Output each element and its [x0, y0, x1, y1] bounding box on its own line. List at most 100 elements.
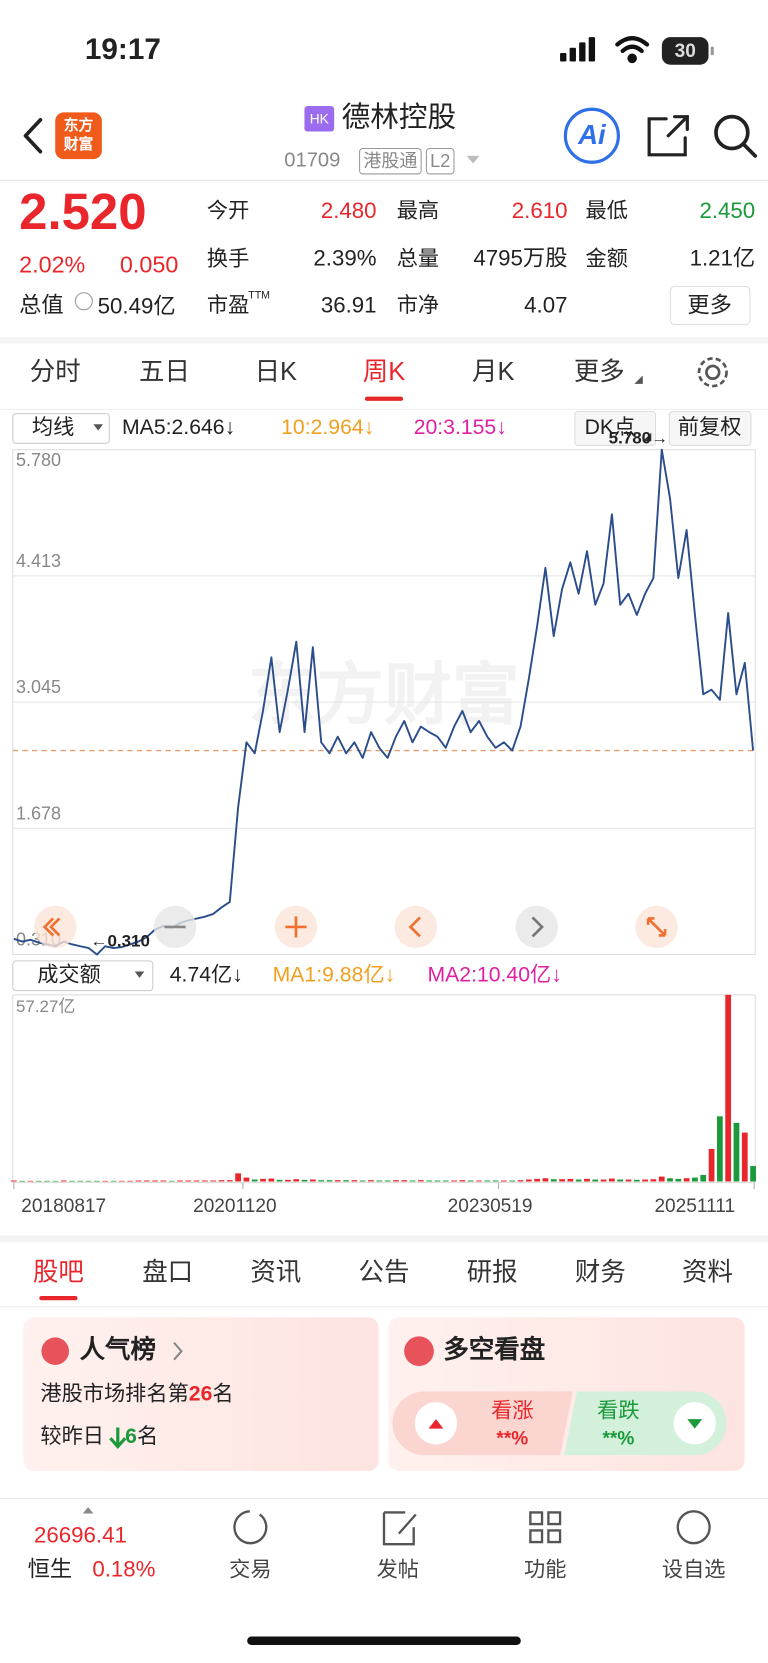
- volume-current: 4.74亿↓: [170, 962, 243, 986]
- icon: [646, 917, 667, 937]
- expand-arrow[interactable]: [82, 1507, 94, 1514]
- volume-bar: [575, 1179, 582, 1182]
- section-tab[interactable]: 资料: [682, 1258, 733, 1286]
- volume-bar: [476, 1180, 482, 1182]
- home-indicator: [247, 1636, 521, 1645]
- battery: [661, 37, 709, 65]
- volume-bar: [235, 1173, 241, 1182]
- nav-label[interactable]: 发帖: [377, 1557, 419, 1581]
- nav-label[interactable]: 功能: [524, 1557, 566, 1581]
- stat-value: 4.07: [524, 292, 567, 317]
- volume-bar: [567, 1178, 574, 1182]
- post-icon: [382, 1511, 417, 1546]
- info-icon[interactable]: [74, 292, 93, 311]
- volume-bar: [210, 1180, 217, 1182]
- settings-button[interactable]: [697, 357, 728, 388]
- y-tick-label: 3.045: [16, 677, 61, 697]
- rank-change-line: 较昨日 6名: [40, 1424, 158, 1448]
- volume-bar: [426, 1180, 433, 1182]
- volume-bar: [716, 1116, 723, 1182]
- trade-icon: [233, 1510, 268, 1545]
- market-cap: 50.49亿: [98, 293, 176, 318]
- x-tick-label: 20201120: [193, 1196, 276, 1217]
- volume-bar: [135, 1180, 142, 1182]
- logo-text: 东方: [64, 116, 94, 134]
- volume-bar: [667, 1178, 673, 1182]
- card-icon: [404, 1336, 434, 1367]
- section-tab[interactable]: 财务: [575, 1258, 626, 1286]
- volume-bar: [750, 1166, 756, 1182]
- volume-bar: [85, 1180, 92, 1182]
- stat-label: 最高: [397, 199, 439, 223]
- band: [0, 337, 768, 344]
- wifi: [615, 36, 650, 64]
- section-tab[interactable]: 股吧: [33, 1258, 84, 1286]
- volume-bar: [708, 1148, 715, 1182]
- volume-bar: [625, 1179, 632, 1182]
- share-button[interactable]: [647, 115, 689, 157]
- volume-bar: [467, 1180, 474, 1182]
- volume-bar: [69, 1180, 75, 1182]
- volume-bar: [459, 1180, 466, 1182]
- volume-bar: [417, 1180, 424, 1182]
- volume-bar: [110, 1180, 117, 1182]
- prev-button[interactable]: [394, 905, 438, 949]
- stat-label: 今开: [207, 199, 249, 223]
- ma-selector-label: 均线: [32, 415, 74, 439]
- popularity-card[interactable]: [23, 1317, 379, 1472]
- volume-bar: [368, 1180, 374, 1182]
- volume-selector[interactable]: [12, 960, 154, 992]
- ai-button[interactable]: [563, 107, 620, 164]
- rewind-button[interactable]: [34, 905, 77, 949]
- market-badge: [304, 106, 335, 132]
- volume-bar: [334, 1180, 341, 1182]
- adjust-button[interactable]: [668, 410, 752, 446]
- next-button[interactable]: [515, 905, 558, 949]
- section-tab[interactable]: 资讯: [250, 1258, 301, 1286]
- volume-bar: [318, 1180, 325, 1182]
- volume-bar: [127, 1180, 134, 1182]
- volume-bar: [10, 1180, 17, 1182]
- section-tab[interactable]: 公告: [359, 1258, 410, 1286]
- stat-label-sup: TTM: [248, 290, 270, 302]
- price: 2.520: [19, 183, 146, 240]
- volume-bar: [492, 1180, 499, 1182]
- volume-bar: [451, 1180, 457, 1182]
- max-label: 5.780→: [609, 429, 668, 448]
- period-tab[interactable]: 更多: [574, 358, 625, 386]
- volume-bar: [434, 1180, 441, 1182]
- nav-label[interactable]: 交易: [229, 1557, 271, 1581]
- down-arrow: [109, 1427, 127, 1450]
- nav-label[interactable]: 设自选: [662, 1557, 726, 1581]
- period-tab[interactable]: 五日: [139, 358, 190, 386]
- volume-bar: [293, 1179, 300, 1182]
- section-tab[interactable]: 研报: [467, 1258, 518, 1286]
- period-tab[interactable]: 日K: [255, 358, 297, 386]
- bottom-nav: 交易 发帖 功能 设自选: [229, 1557, 725, 1581]
- volume-bar: [683, 1178, 690, 1182]
- min-label: ←0.310: [91, 931, 150, 950]
- search-button[interactable]: [714, 114, 758, 158]
- stat-value: 2.450: [699, 198, 755, 223]
- period-tab[interactable]: 周K: [363, 358, 405, 386]
- volume-bar: [550, 1179, 557, 1182]
- tab-underline: [364, 396, 404, 401]
- period-tab[interactable]: 分时: [30, 358, 81, 386]
- volume-bar: [633, 1179, 640, 1182]
- volume-bar: [160, 1180, 167, 1182]
- stat-value: 2.610: [512, 198, 568, 223]
- volume-bar: [658, 1176, 665, 1182]
- tag-box: [425, 147, 455, 175]
- ma-selector[interactable]: [12, 413, 110, 444]
- volume-max-label: 57.27亿: [16, 997, 75, 1016]
- dk-button[interactable]: [574, 410, 657, 446]
- section-tab[interactable]: 盘口: [142, 1258, 193, 1286]
- volume-selector-label: 成交额: [37, 962, 101, 986]
- app-logo: [55, 112, 102, 160]
- more-button[interactable]: [669, 285, 751, 326]
- period-tab[interactable]: 月K: [472, 358, 514, 386]
- back-button[interactable]: [23, 117, 43, 154]
- tag: 港股通: [363, 151, 417, 171]
- battery-level: 30: [675, 41, 696, 62]
